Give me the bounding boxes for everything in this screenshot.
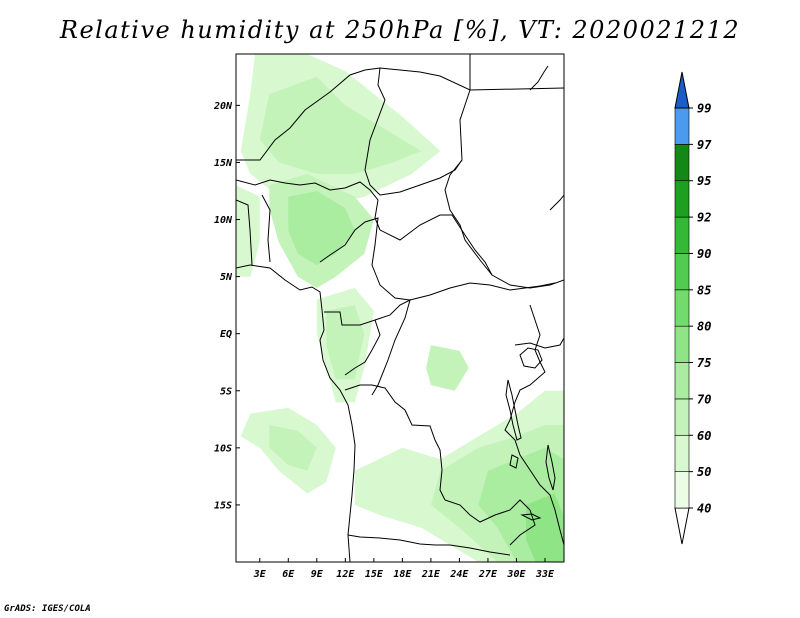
lake-mweru (509, 454, 519, 469)
colorbar-segment (674, 398, 690, 436)
x-tick-label: 30E (506, 569, 526, 580)
lake-kariba (520, 513, 542, 521)
grads-credit: GrADS: IGES/COLA (4, 604, 91, 614)
colorbar-segment (674, 216, 690, 254)
border-east (504, 304, 564, 546)
lake-tanganyika (505, 379, 522, 441)
colorbar-label: 92 (697, 211, 711, 225)
colorbar-lower-arrow (674, 507, 690, 545)
border-uganda (514, 337, 564, 349)
colorbar-segment (674, 362, 690, 400)
colorbar: 40 50 60 70 75 80 85 90 92 95 97 99 (674, 71, 712, 545)
border-zambia (444, 499, 536, 546)
border-west-1 (236, 199, 253, 266)
colorbar-segment (674, 180, 690, 218)
plot-frame (235, 53, 565, 563)
x-tick-label: 9E (311, 569, 324, 580)
border-drc-west (344, 384, 446, 501)
border-north (236, 54, 471, 161)
x-tick-label: 33E (535, 569, 555, 580)
border-gabon (324, 311, 381, 376)
x-tick-label: 18E (393, 569, 412, 580)
border-angola-south (347, 534, 511, 556)
humidity-region-angola-coast-core (269, 425, 317, 471)
colorbar-segment (674, 107, 690, 145)
colorbar-segment (674, 325, 690, 363)
colorbar-segment (674, 144, 690, 182)
border-congo-north (409, 282, 556, 301)
colorbar-upper-arrow (674, 71, 690, 109)
colorbar-segment (674, 471, 690, 509)
colorbar-label: 70 (697, 392, 711, 406)
lake-victoria (519, 347, 543, 369)
country-borders (236, 54, 564, 562)
y-tick-label: 5N (220, 272, 233, 283)
border-west-2 (261, 194, 271, 263)
y-tick-label: EQ (220, 329, 232, 340)
humidity-region-congo-center (426, 345, 469, 391)
red-sea-coast (529, 65, 549, 91)
border-sahel-2 (364, 67, 471, 196)
x-tick-label: 3E (253, 569, 267, 580)
colorbar-label: 95 (697, 174, 711, 188)
colorbar-segment (674, 253, 690, 291)
colorbar-label: 80 (697, 320, 711, 334)
colorbar-label: 40 (697, 502, 711, 516)
y-tick-label: 20N (213, 101, 233, 112)
humidity-region-west-coast (236, 185, 260, 277)
y-tick-label: 10N (214, 215, 233, 226)
y-tick-label: 10S (214, 443, 232, 454)
humidity-region-congo-core (326, 305, 365, 380)
colorbar-label: 99 (697, 102, 711, 116)
colorbar-label: 75 (697, 356, 711, 370)
x-tick-label: 21E (421, 569, 441, 580)
x-tick-label: 27E (478, 569, 498, 580)
border-sahel-1 (236, 179, 381, 231)
x-tick-label: 6E (282, 569, 295, 580)
humidity-region-nigeria-core (288, 191, 355, 266)
y-tick-label: 15N (214, 158, 233, 169)
humidity-region-south-corner (526, 493, 564, 562)
colorbar-label: 50 (697, 465, 711, 479)
border-car (379, 214, 493, 276)
x-axis: 3E 6E 9E 12E 15E 18E 21E 24E 27E 30E 33E (253, 558, 555, 580)
colorbar-label: 85 (697, 283, 711, 297)
coastline (236, 264, 356, 562)
x-tick-label: 12E (336, 569, 355, 580)
colorbar-segment (674, 289, 690, 327)
humidity-region-sahel-core (259, 76, 422, 174)
border-cameroon (319, 217, 411, 301)
y-tick-label: 5S (220, 386, 232, 397)
humidity-field (236, 54, 564, 562)
border-sudan (469, 87, 564, 91)
colorbar-label: 60 (697, 429, 711, 443)
x-tick-label: 24E (449, 569, 469, 580)
x-tick-label: 15E (365, 569, 384, 580)
border-chad-east (444, 159, 564, 289)
colorbar-label: 97 (697, 138, 712, 152)
border-ethiopia (549, 194, 564, 211)
border-congo-rep (371, 299, 411, 396)
lake-malawi (545, 444, 556, 491)
y-tick-label: 15S (214, 500, 232, 511)
page-title: Relative humidity at 250hPa [%], VT: 202… (59, 16, 741, 44)
colorbar-label: 90 (697, 247, 711, 261)
colorbar-segment (674, 434, 690, 472)
y-axis: 20N 15N 10N 5N EQ 5S 10S 15S (213, 101, 240, 511)
